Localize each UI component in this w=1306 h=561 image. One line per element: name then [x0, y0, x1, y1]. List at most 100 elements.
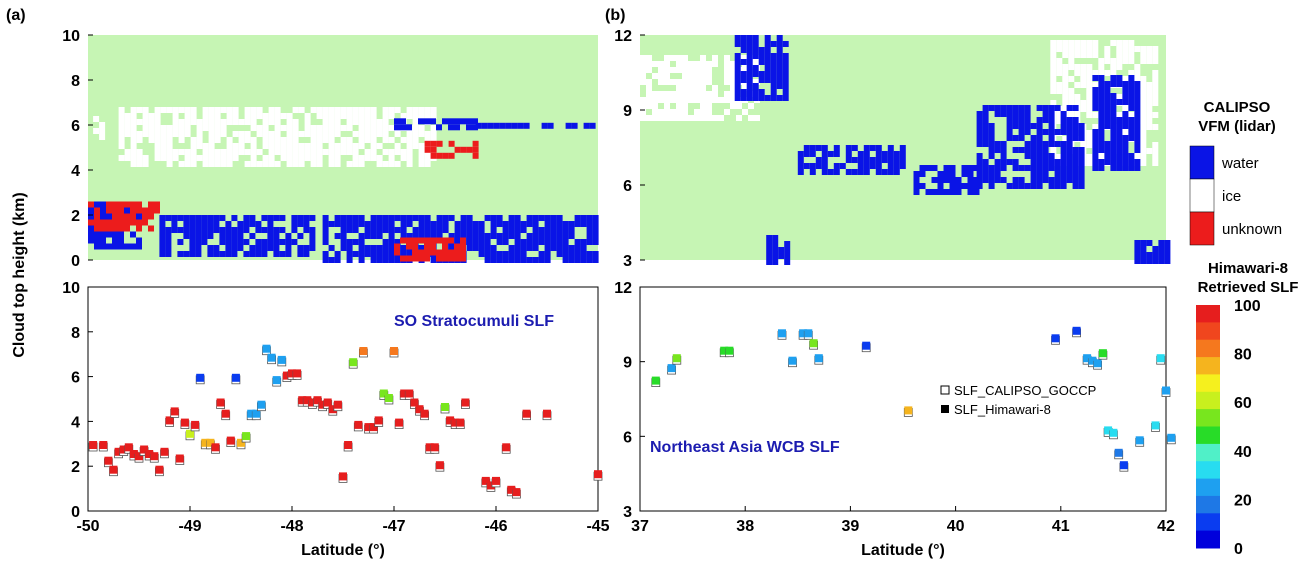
- vfm-cell-water: [261, 227, 268, 233]
- vfm-cell-water: [1054, 165, 1061, 171]
- vfm-cell-ice: [148, 137, 155, 143]
- vfm-cell-ice: [226, 107, 233, 113]
- vfm-cell-ice: [226, 113, 233, 119]
- vfm-cell-ice: [742, 55, 748, 61]
- vfm-cell-water: [782, 77, 789, 83]
- vfm-cell-ice: [646, 91, 652, 97]
- vfm-cell-water: [526, 233, 533, 239]
- vfm-cell-water: [466, 227, 473, 233]
- vfm-cell-water: [845, 157, 852, 163]
- vfm-cell-ice: [262, 125, 269, 131]
- vfm-cell-water: [1048, 111, 1055, 117]
- vfm-cell-ice: [406, 137, 413, 143]
- vfm-cell-water: [267, 221, 274, 227]
- vfm-cell-water: [1066, 123, 1073, 129]
- slf-tick-label: 40: [1234, 444, 1252, 461]
- vfm-cell-ice: [1140, 142, 1147, 148]
- vfm-cell-ice: [196, 131, 203, 137]
- vfm-cell-water: [776, 59, 783, 65]
- vfm-cell-ice: [160, 125, 167, 131]
- vfm-cell-ice: [166, 149, 173, 155]
- vfm-cell-water: [195, 245, 202, 251]
- vfm-cell-water: [976, 141, 983, 147]
- vfm-cell-ice: [154, 143, 161, 149]
- vfm-cell-water: [1104, 153, 1111, 159]
- vfm-cell-ice: [1080, 64, 1087, 70]
- vfm-cell-water: [165, 245, 172, 251]
- vfm-cell-water: [734, 41, 741, 47]
- himawari-point: [354, 420, 363, 429]
- vfm-cell-ice: [190, 143, 197, 149]
- vfm-cell-unknown: [112, 201, 118, 208]
- vfm-cell-water: [1098, 159, 1105, 165]
- vfm-cell-water: [772, 259, 779, 265]
- vfm-cell-water: [1066, 135, 1073, 141]
- vfm-cell-water: [1098, 99, 1105, 105]
- vfm-cell-ice: [1062, 88, 1069, 94]
- vfm-cell-water: [1092, 93, 1099, 99]
- vfm-cell-water: [1060, 159, 1067, 165]
- himawari-point: [379, 389, 388, 398]
- vfm-cell-water: [520, 221, 527, 227]
- himawari-point: [384, 394, 393, 402]
- vfm-cell-water: [1116, 153, 1123, 159]
- vfm-cell-water: [472, 227, 479, 233]
- vfm-cell-water: [1036, 129, 1043, 135]
- vfm-cell-water: [382, 221, 389, 227]
- vfm-cell-water: [1134, 159, 1141, 165]
- vfm-cell-ice: [406, 143, 413, 149]
- vfm-cell-ice: [220, 131, 227, 137]
- vfm-cell-ice: [136, 161, 143, 167]
- vfm-cell-unknown: [106, 225, 112, 232]
- vfm-cell-ice: [694, 85, 700, 91]
- vfm-cell-water: [1092, 75, 1099, 81]
- vfm-cell-ice: [208, 137, 215, 143]
- vfm-cell-water: [213, 227, 220, 233]
- vfm-cell-ice: [652, 115, 658, 121]
- himawari-point: [226, 436, 235, 445]
- himawari-point: [318, 400, 327, 409]
- vfm-cell-ice: [688, 73, 694, 79]
- vfm-cell-ice: [1122, 106, 1129, 112]
- vfm-cell-water: [1042, 147, 1049, 153]
- vfm-cell-water: [1030, 183, 1037, 189]
- vfm-cell-water: [988, 105, 995, 111]
- vfm-cell-ice: [190, 155, 197, 161]
- vfm-cell-water: [550, 233, 557, 239]
- vfm-cell-ice: [724, 97, 730, 103]
- vfm-cell-unknown: [130, 219, 136, 226]
- vfm-cell-ice: [1128, 70, 1135, 76]
- vfm-cell-water: [358, 257, 365, 263]
- vfm-cell-ice: [286, 137, 293, 143]
- vfm-cell-ice: [280, 113, 287, 119]
- vfm-cell-water: [1140, 246, 1147, 252]
- vfm-cell-ice: [262, 119, 269, 125]
- vfm-cell-water: [943, 177, 950, 183]
- vfm-cell-water: [976, 159, 983, 165]
- vfm-cell-water: [764, 59, 771, 65]
- vfm-cell-ice: [730, 91, 736, 97]
- vfm-cell-water: [1110, 153, 1117, 159]
- vfm-cell-ice: [430, 107, 437, 113]
- vfm-cell-ice: [664, 109, 670, 115]
- vfm-cell-ice: [1140, 154, 1147, 160]
- vfm-cell-water: [1054, 159, 1061, 165]
- himawari-point: [522, 409, 531, 418]
- vfm-cell-water: [937, 183, 944, 189]
- vfm-cell-ice: [142, 113, 149, 119]
- vfm-cell-ice: [712, 55, 718, 61]
- slf-tick-label: 60: [1234, 395, 1252, 412]
- vfm-cell-water: [255, 221, 262, 227]
- vfm-cell-water: [982, 177, 989, 183]
- vfm-cell-water: [466, 215, 473, 221]
- vfm-cell-water: [322, 251, 329, 257]
- vfm-cell-ice: [688, 91, 694, 97]
- vfm-cell-unknown: [106, 201, 112, 208]
- vfm-cell-ice: [124, 131, 131, 137]
- himawari-point: [788, 356, 797, 365]
- vfm-cell-ice: [424, 107, 431, 113]
- vfm-cell-ice: [334, 155, 341, 161]
- vfm-cell-ice: [358, 137, 365, 143]
- vfm-cell-ice: [754, 61, 760, 67]
- vfm-cell-water: [746, 71, 753, 77]
